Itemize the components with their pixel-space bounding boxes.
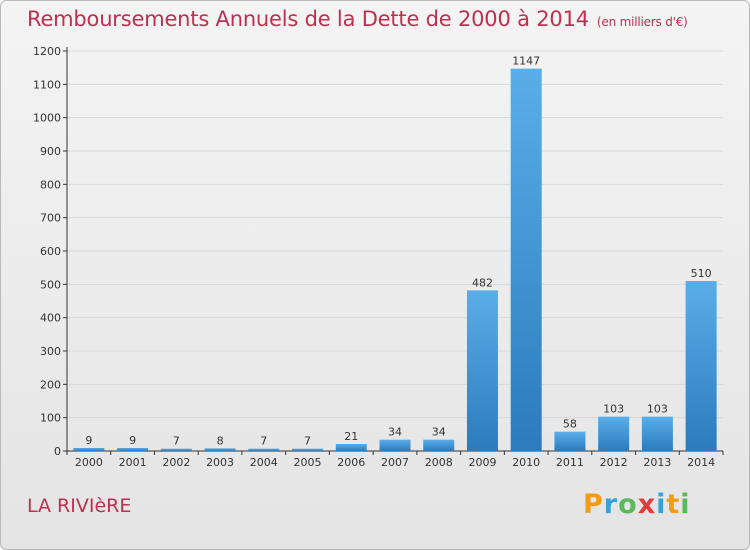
logo-letter: i (656, 489, 667, 520)
bar (117, 448, 149, 451)
x-tick-label: 2006 (337, 456, 365, 469)
y-tick-label: 1000 (33, 112, 61, 125)
x-tick-label: 2000 (75, 456, 103, 469)
y-tick-label: 500 (40, 278, 61, 291)
bar (685, 281, 717, 451)
data-label: 8 (217, 434, 224, 447)
y-tick-label: 1100 (33, 78, 61, 91)
bar (204, 448, 236, 451)
bar (554, 431, 586, 451)
y-tick-label: 200 (40, 378, 61, 391)
data-label: 103 (647, 403, 668, 416)
bar (641, 416, 673, 451)
bar (423, 439, 455, 451)
data-labels: 9 9 7 8 7 7 21 34 34 482 1147 58 103 103 510 (85, 55, 711, 448)
y-tick-label: 1200 (33, 45, 61, 58)
data-label: 7 (260, 435, 267, 448)
data-label: 21 (344, 430, 358, 443)
x-tick-label: 2013 (643, 456, 671, 469)
data-label: 58 (563, 418, 577, 431)
chart-title-text: Remboursements Annuels de la Dette de 20… (27, 7, 589, 31)
logo-letter: P (583, 489, 604, 520)
logo-letter: i (680, 489, 691, 520)
y-tick-label: 0 (54, 445, 61, 458)
y-tick-label: 700 (40, 212, 61, 225)
y-tick-label: 100 (40, 412, 61, 425)
y-tick-label: 800 (40, 178, 61, 191)
y-tick-label: 300 (40, 345, 61, 358)
x-tick-label: 2012 (600, 456, 628, 469)
data-label: 7 (304, 435, 311, 448)
bar (335, 444, 367, 451)
y-tick-label: 400 (40, 312, 61, 325)
logo-letter: o (618, 489, 638, 520)
chart-subtitle: (en milliers d'€) (596, 15, 688, 29)
data-label: 1147 (512, 55, 540, 68)
data-label: 34 (388, 426, 402, 439)
bar (160, 448, 192, 451)
x-tick-label: 2009 (468, 456, 496, 469)
commune-name: LA RIVIèRE (27, 495, 132, 517)
axes: 0 100 200 300 400 500 600 700 800 900 1000 1100 1200… (33, 45, 724, 469)
logo-letter: t (666, 489, 681, 520)
x-tick-label: 2003 (206, 456, 234, 469)
x-tick-label: 2007 (381, 456, 409, 469)
y-tick-label: 900 (40, 145, 61, 158)
x-tick-label: 2010 (512, 456, 540, 469)
data-label: 510 (691, 267, 712, 280)
bars (73, 68, 717, 452)
logo-letter: r (603, 489, 619, 520)
x-tick-label: 2005 (294, 456, 322, 469)
y-tick-label: 600 (40, 245, 61, 258)
data-label: 9 (129, 434, 136, 447)
data-label: 9 (85, 434, 92, 447)
x-tick-label: 2001 (119, 456, 147, 469)
x-tick-label: 2014 (687, 456, 715, 469)
data-label: 482 (472, 276, 493, 289)
logo-letter: x (637, 489, 657, 520)
grid-lines (67, 50, 723, 419)
x-tick-label: 2004 (250, 456, 278, 469)
bar (510, 68, 542, 452)
bar (248, 448, 280, 451)
bar (379, 439, 411, 451)
data-label: 34 (432, 426, 446, 439)
proxiti-logo: Proxiti (583, 489, 691, 520)
data-label: 7 (173, 435, 180, 448)
bar (292, 448, 324, 451)
bar (73, 448, 105, 451)
x-tick-label: 2002 (162, 456, 190, 469)
x-tick-label: 2008 (425, 456, 453, 469)
bar (598, 416, 630, 451)
chart-title: Remboursements Annuels de la Dette de 20… (27, 7, 688, 31)
bar (466, 290, 498, 451)
x-tick-label: 2011 (556, 456, 584, 469)
data-label: 103 (603, 403, 624, 416)
